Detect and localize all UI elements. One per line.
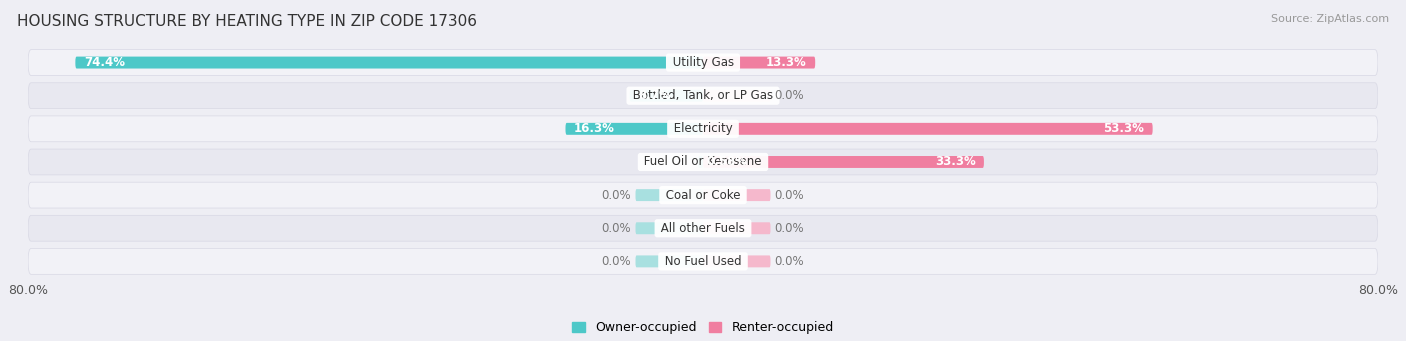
FancyBboxPatch shape bbox=[703, 255, 770, 267]
FancyBboxPatch shape bbox=[28, 149, 1378, 175]
FancyBboxPatch shape bbox=[703, 90, 770, 102]
Text: 0.0%: 0.0% bbox=[602, 189, 631, 202]
Legend: Owner-occupied, Renter-occupied: Owner-occupied, Renter-occupied bbox=[568, 316, 838, 339]
FancyBboxPatch shape bbox=[76, 57, 703, 69]
Text: Bottled, Tank, or LP Gas: Bottled, Tank, or LP Gas bbox=[628, 89, 778, 102]
Text: 53.3%: 53.3% bbox=[1104, 122, 1144, 135]
Text: HOUSING STRUCTURE BY HEATING TYPE IN ZIP CODE 17306: HOUSING STRUCTURE BY HEATING TYPE IN ZIP… bbox=[17, 14, 477, 29]
Text: 0.0%: 0.0% bbox=[775, 222, 804, 235]
Text: 33.3%: 33.3% bbox=[935, 155, 976, 168]
FancyBboxPatch shape bbox=[28, 50, 1378, 75]
Text: Coal or Coke: Coal or Coke bbox=[662, 189, 744, 202]
FancyBboxPatch shape bbox=[703, 57, 815, 69]
FancyBboxPatch shape bbox=[703, 123, 1153, 135]
Text: Electricity: Electricity bbox=[669, 122, 737, 135]
FancyBboxPatch shape bbox=[699, 156, 703, 168]
FancyBboxPatch shape bbox=[28, 182, 1378, 208]
Text: 13.3%: 13.3% bbox=[766, 56, 807, 69]
FancyBboxPatch shape bbox=[636, 189, 703, 201]
FancyBboxPatch shape bbox=[703, 156, 984, 168]
Text: 16.3%: 16.3% bbox=[574, 122, 614, 135]
Text: Fuel Oil or Kerosene: Fuel Oil or Kerosene bbox=[640, 155, 766, 168]
FancyBboxPatch shape bbox=[703, 222, 770, 234]
FancyBboxPatch shape bbox=[28, 249, 1378, 274]
Text: No Fuel Used: No Fuel Used bbox=[661, 255, 745, 268]
FancyBboxPatch shape bbox=[28, 83, 1378, 109]
Text: 0.0%: 0.0% bbox=[775, 189, 804, 202]
FancyBboxPatch shape bbox=[636, 222, 703, 234]
Text: 0.0%: 0.0% bbox=[775, 89, 804, 102]
Text: All other Fuels: All other Fuels bbox=[657, 222, 749, 235]
Text: 0.0%: 0.0% bbox=[775, 255, 804, 268]
Text: 8.7%: 8.7% bbox=[638, 89, 671, 102]
FancyBboxPatch shape bbox=[565, 123, 703, 135]
Text: 0.0%: 0.0% bbox=[602, 222, 631, 235]
FancyBboxPatch shape bbox=[28, 215, 1378, 241]
Text: 0.58%: 0.58% bbox=[707, 155, 748, 168]
Text: 74.4%: 74.4% bbox=[84, 56, 125, 69]
FancyBboxPatch shape bbox=[28, 116, 1378, 142]
FancyBboxPatch shape bbox=[703, 189, 770, 201]
Text: Utility Gas: Utility Gas bbox=[669, 56, 737, 69]
Text: 0.0%: 0.0% bbox=[602, 255, 631, 268]
FancyBboxPatch shape bbox=[630, 90, 703, 102]
Text: Source: ZipAtlas.com: Source: ZipAtlas.com bbox=[1271, 14, 1389, 24]
FancyBboxPatch shape bbox=[636, 255, 703, 267]
